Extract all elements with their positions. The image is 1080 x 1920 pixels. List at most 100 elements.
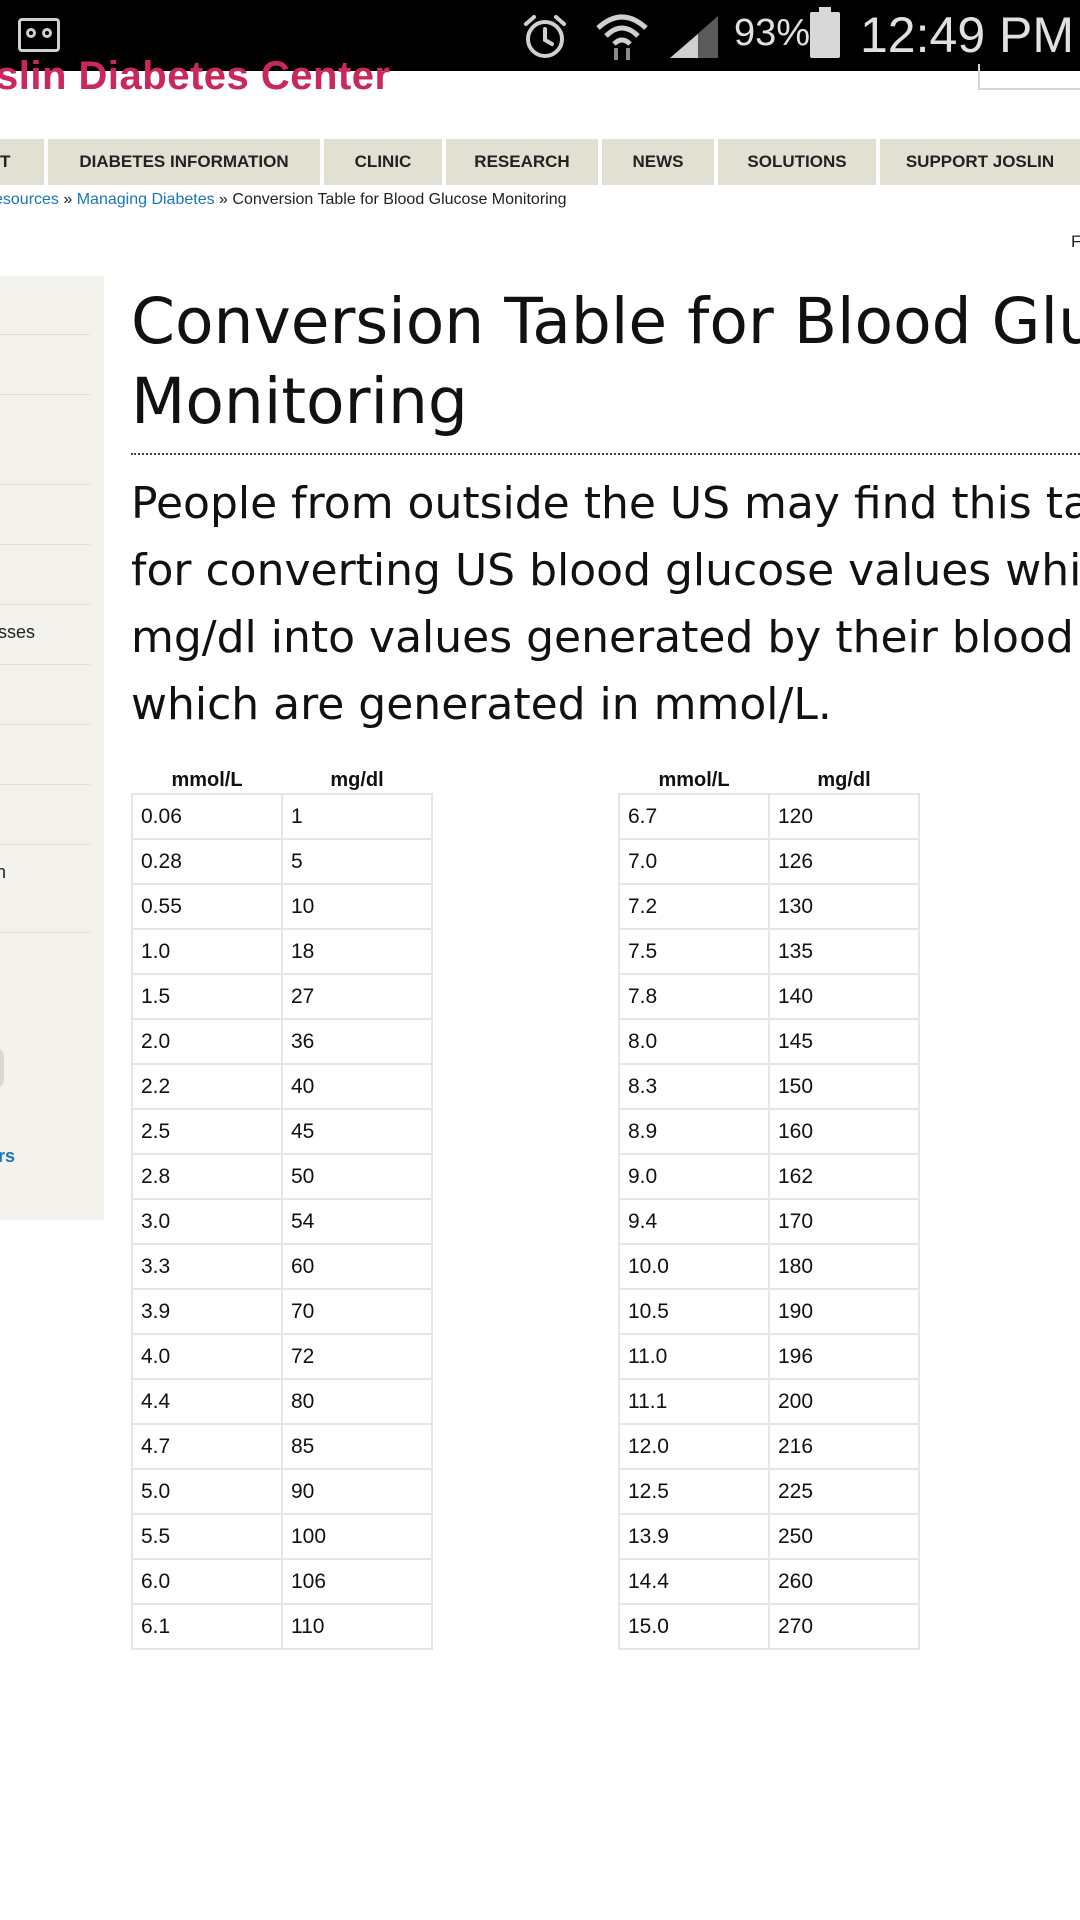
sidebar-divider (0, 604, 90, 605)
sidebar-divider (0, 932, 90, 933)
cell-mgdl: 90 (281, 1468, 433, 1515)
table-row: 14.4 260 (618, 1558, 920, 1605)
cell-mgdl: 225 (768, 1468, 920, 1515)
cell-mmol: 2.8 (131, 1153, 283, 1200)
voicemail-icon (18, 18, 60, 52)
sidebar-link-partial[interactable]: rs (0, 1146, 16, 1166)
table-row: 1.0 18 (131, 928, 433, 975)
battery-icon (810, 7, 840, 58)
left-sidebar: sses n rs (0, 276, 104, 1220)
cell-mmol: 11.1 (618, 1378, 770, 1425)
cell-mmol: 7.5 (618, 928, 770, 975)
cell-mgdl: 216 (768, 1423, 920, 1470)
table-row: 5.0 90 (131, 1468, 433, 1515)
cell-mgdl: 190 (768, 1288, 920, 1335)
sidebar-graphic (0, 1048, 4, 1088)
cell-mgdl: 200 (768, 1378, 920, 1425)
breadcrumb-link-managing-diabetes[interactable]: Managing Diabetes (76, 191, 215, 208)
sidebar-divider (0, 664, 90, 665)
table-row: 2.5 45 (131, 1108, 433, 1155)
cell-mgdl: 54 (281, 1198, 433, 1245)
sidebar-item-partial[interactable]: n (0, 862, 7, 882)
table-row: 2.8 50 (131, 1153, 433, 1200)
nav-item-clinic[interactable]: CLINIC (324, 139, 442, 185)
cell-mmol: 13.9 (618, 1513, 770, 1560)
title-divider (131, 453, 1080, 455)
table-row: 7.0 126 (618, 838, 920, 885)
table-row: 12.5 225 (618, 1468, 920, 1515)
clock-time: 12:49 PM (860, 7, 1075, 63)
cell-mmol: 8.9 (618, 1108, 770, 1155)
cut-off-link[interactable]: F (1071, 232, 1080, 251)
cell-mmol: 2.5 (131, 1108, 283, 1155)
table-row: 1.5 27 (131, 973, 433, 1020)
cell-mmol: 0.55 (131, 883, 283, 930)
nav-item-partial[interactable]: T (0, 139, 44, 185)
cell-mgdl: 106 (281, 1558, 433, 1605)
table-row: 0.55 10 (131, 883, 433, 930)
table-row: 4.0 72 (131, 1333, 433, 1380)
table-row: 9.4 170 (618, 1198, 920, 1245)
cell-mgdl: 145 (768, 1018, 920, 1065)
cell-mgdl: 130 (768, 883, 920, 930)
table-row: 7.8 140 (618, 973, 920, 1020)
cell-mmol: 11.0 (618, 1333, 770, 1380)
breadcrumb: esources » Managing Diabetes » Conversio… (0, 191, 567, 209)
table-row: 8.3 150 (618, 1063, 920, 1110)
cell-mgdl: 270 (768, 1603, 920, 1650)
table-row: 15.0 270 (618, 1603, 920, 1650)
cell-mmol: 2.0 (131, 1018, 283, 1065)
header-search-box[interactable] (978, 64, 1080, 90)
nav-item-news[interactable]: NEWS (602, 139, 714, 185)
cell-mgdl: 85 (281, 1423, 433, 1470)
cell-mgdl: 196 (768, 1333, 920, 1380)
cell-mgdl: 1 (281, 793, 433, 840)
table-row: 6.7 120 (618, 793, 920, 840)
cell-mmol: 2.2 (131, 1063, 283, 1110)
table-row: 10.5 190 (618, 1288, 920, 1335)
cell-mmol: 4.4 (131, 1378, 283, 1425)
cell-mmol: 7.8 (618, 973, 770, 1020)
cell-mgdl: 50 (281, 1153, 433, 1200)
table-row: 12.0 216 (618, 1423, 920, 1470)
cell-mmol: 8.3 (618, 1063, 770, 1110)
intro-paragraph: People from outside the US may find this… (131, 478, 1080, 730)
nav-item-research[interactable]: RESEARCH (446, 139, 598, 185)
breadcrumb-link-resources[interactable]: esources (0, 191, 59, 208)
breadcrumb-separator: » (214, 191, 233, 208)
cell-mmol: 6.0 (131, 1558, 283, 1605)
cell-mmol: 0.06 (131, 793, 283, 840)
table-row: 11.1 200 (618, 1378, 920, 1425)
cell-mmol: 6.1 (131, 1603, 283, 1650)
cell-mgdl: 162 (768, 1153, 920, 1200)
cell-mmol: 7.2 (618, 883, 770, 930)
table-row: 3.3 60 (131, 1243, 433, 1290)
wifi-icon (596, 14, 648, 60)
sidebar-item-classes[interactable]: sses (0, 622, 36, 642)
status-bar: 93% 12:49 PM (0, 0, 1080, 71)
nav-item-diabetes-information[interactable]: DIABETES INFORMATION (48, 139, 320, 185)
table-row: 0.28 5 (131, 838, 433, 885)
cell-mmol: 10.0 (618, 1243, 770, 1290)
nav-item-solutions[interactable]: SOLUTIONS (718, 139, 876, 185)
cell-mmol: 15.0 (618, 1603, 770, 1650)
cell-mgdl: 180 (768, 1243, 920, 1290)
cell-mmol: 3.3 (131, 1243, 283, 1290)
site-logo[interactable]: slin Diabetes Center (0, 54, 391, 98)
sidebar-divider (0, 784, 90, 785)
cell-mgdl: 45 (281, 1108, 433, 1155)
table-row: 0.06 1 (131, 793, 433, 840)
table-row: 13.9 250 (618, 1513, 920, 1560)
cell-mgdl: 18 (281, 928, 433, 975)
conversion-table-left: mmol/L mg/dl 0.06 1 0.28 5 0.55 10 1.0 18 1.5 27 2… (131, 768, 433, 1650)
nav-item-support-joslin[interactable]: SUPPORT JOSLIN (880, 139, 1080, 185)
cell-mgdl: 160 (768, 1108, 920, 1155)
cell-mgdl: 250 (768, 1513, 920, 1560)
cell-mmol: 4.0 (131, 1333, 283, 1380)
table-row: 6.1 110 (131, 1603, 433, 1650)
table-row: 4.4 80 (131, 1378, 433, 1425)
cell-mgdl: 40 (281, 1063, 433, 1110)
sidebar-divider (0, 724, 90, 725)
cell-mgdl: 135 (768, 928, 920, 975)
table-row: 10.0 180 (618, 1243, 920, 1290)
